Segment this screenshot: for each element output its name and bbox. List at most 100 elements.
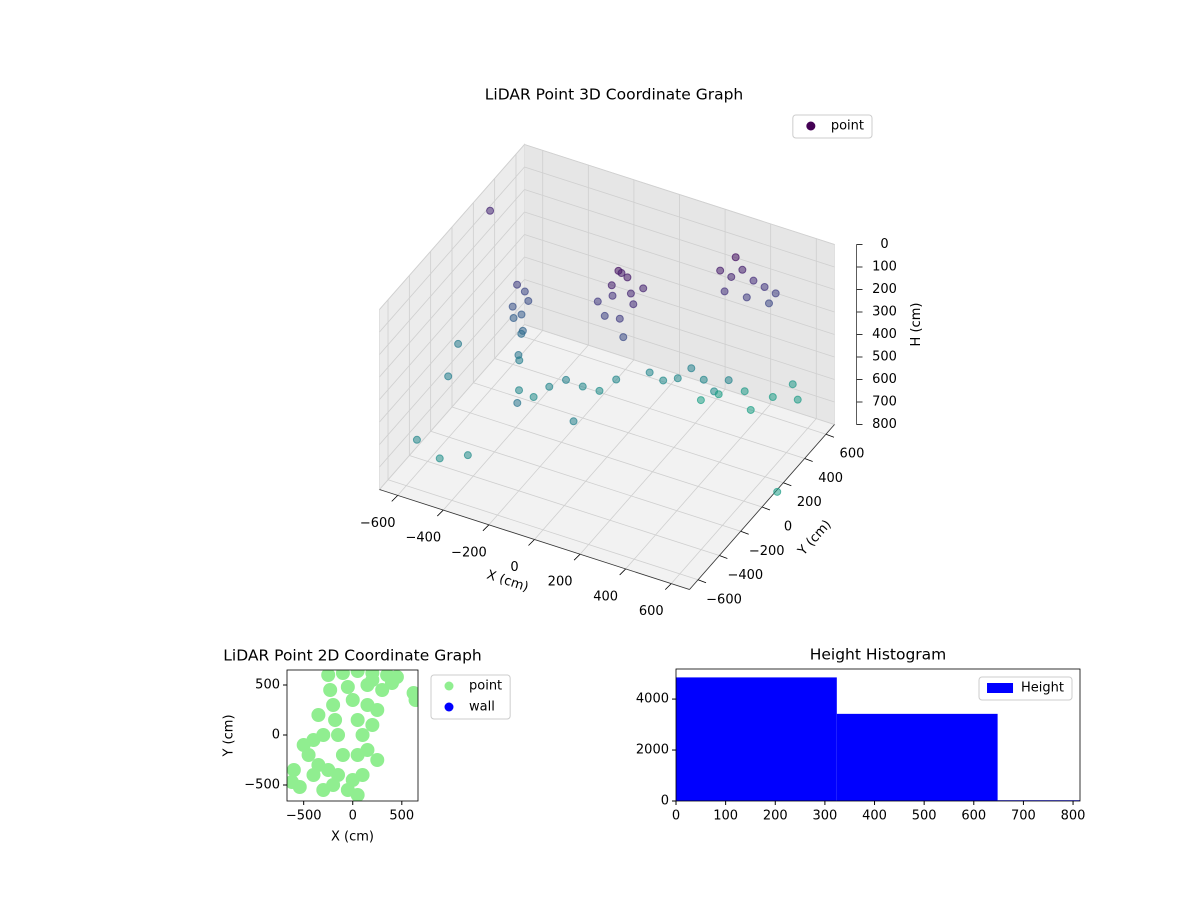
point: [600, 311, 609, 320]
x-tick: [573, 553, 581, 561]
point: [509, 314, 518, 323]
point: [340, 680, 355, 694]
point: [508, 302, 517, 311]
point: [773, 487, 782, 496]
point: [673, 374, 682, 383]
grid-line: [524, 279, 835, 380]
x-tick: [437, 509, 444, 517]
chart-title: LiDAR Point 3D Coordinate Graph: [485, 86, 743, 104]
y-tick: [719, 555, 728, 559]
point: [292, 780, 307, 794]
point: [659, 376, 668, 385]
bar: [676, 677, 837, 801]
legend-label: wall: [469, 700, 495, 715]
point: [301, 748, 316, 762]
x-tick-label: −600: [360, 516, 396, 531]
point: [287, 763, 301, 777]
z-tick-label: 400: [872, 327, 897, 342]
legend-marker: [987, 683, 1014, 693]
point: [355, 768, 370, 782]
legend-box: [792, 114, 873, 139]
grid-line: [515, 333, 827, 435]
x-tick: [528, 539, 535, 546]
y-tick-label: −500: [244, 778, 280, 793]
y-tick-label: 500: [255, 678, 280, 693]
grid-line: [379, 279, 525, 445]
grid-line: [387, 479, 699, 581]
x-axis-line: [379, 489, 690, 590]
y-tick-label: 4000: [636, 692, 669, 707]
point: [370, 703, 385, 717]
point: [406, 686, 418, 700]
x-tick-label: 300: [812, 809, 837, 824]
point: [740, 387, 749, 396]
z-tick-label: 100: [872, 260, 897, 275]
y-tick-label: 600: [840, 447, 865, 462]
x-tick-label: 200: [548, 575, 573, 590]
point: [331, 728, 346, 742]
y-tick-label: −400: [727, 568, 763, 583]
point: [515, 386, 524, 395]
y-tick: [825, 433, 835, 438]
point: [696, 396, 705, 405]
legend: point wall: [430, 674, 511, 720]
grid-line: [379, 234, 525, 400]
y-tick: [804, 458, 813, 462]
point: [328, 713, 343, 727]
point: [513, 280, 522, 289]
grid-line: [379, 301, 525, 468]
point: [626, 289, 635, 298]
point: [316, 783, 331, 797]
point: [716, 266, 725, 275]
legend-marker: [806, 121, 816, 131]
x-tick-label: 400: [593, 589, 618, 604]
point: [687, 364, 696, 373]
point: [578, 382, 587, 391]
point: [365, 718, 380, 732]
x-tick-label: 200: [763, 809, 788, 824]
chart-title: LiDAR Point 2D Coordinate Graph: [223, 647, 481, 665]
point: [545, 382, 554, 391]
y-tick-label: −600: [706, 592, 742, 607]
y-tick-label: −200: [749, 544, 785, 559]
y-tick-label: 2000: [636, 743, 669, 758]
point: [375, 683, 390, 697]
point: [738, 265, 747, 274]
point: [617, 269, 626, 278]
y-tick: [740, 530, 749, 535]
point: [335, 748, 350, 762]
point: [724, 376, 733, 385]
point: [612, 375, 621, 384]
grid-line: [379, 189, 525, 355]
legend: point: [792, 114, 873, 139]
point: [365, 673, 380, 687]
y-tick: [761, 506, 771, 511]
point: [569, 417, 578, 426]
point: [350, 713, 365, 727]
grid-line: [524, 144, 835, 245]
point: [513, 398, 522, 407]
point: [639, 284, 648, 293]
point: [608, 291, 617, 300]
point: [524, 296, 533, 305]
point: [444, 372, 453, 381]
x-axis-label: X (cm): [485, 568, 531, 596]
point: [520, 287, 529, 296]
grid-line: [524, 166, 835, 268]
grid-line: [430, 430, 741, 532]
point: [619, 333, 628, 342]
grid-line: [524, 211, 835, 313]
x-tick-label: 800: [1061, 809, 1086, 824]
point: [350, 788, 365, 801]
point: [517, 310, 526, 319]
legend-label: Height: [1021, 681, 1064, 696]
x-tick-label: −500: [286, 809, 322, 824]
x-tick: [664, 583, 672, 590]
legend-box: [978, 676, 1073, 701]
point: [760, 283, 769, 292]
z-tick-label: 800: [872, 417, 897, 432]
point: [323, 683, 338, 697]
x-tick-label: 500: [912, 809, 937, 824]
point: [321, 670, 336, 682]
